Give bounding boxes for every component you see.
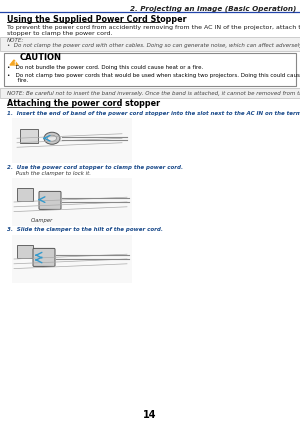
FancyBboxPatch shape [0, 88, 300, 98]
Text: 1.  Insert the end of band of the power cord stopper into the slot next to the A: 1. Insert the end of band of the power c… [7, 110, 300, 115]
FancyBboxPatch shape [4, 53, 296, 86]
FancyBboxPatch shape [20, 129, 38, 143]
Text: •  Do not clamp the power cord with other cables. Doing so can generate noise, w: • Do not clamp the power cord with other… [7, 44, 300, 49]
FancyBboxPatch shape [12, 178, 132, 226]
FancyBboxPatch shape [39, 191, 61, 209]
Text: fire.: fire. [7, 79, 28, 83]
Text: To prevent the power cord from accidently removing from the AC IN of the project: To prevent the power cord from accidentl… [7, 25, 300, 30]
Polygon shape [10, 60, 18, 65]
Text: •   Do not bundle the power cord. Doing this could cause heat or a fire.: • Do not bundle the power cord. Doing th… [7, 64, 203, 69]
FancyBboxPatch shape [12, 235, 132, 283]
Text: Push the clamper to lock it.: Push the clamper to lock it. [7, 170, 91, 176]
Text: 14: 14 [143, 410, 157, 420]
FancyBboxPatch shape [0, 37, 300, 51]
Text: NOTE:: NOTE: [7, 38, 24, 42]
FancyBboxPatch shape [17, 244, 33, 258]
Text: 2.  Use the power cord stopper to clamp the power cord.: 2. Use the power cord stopper to clamp t… [7, 165, 183, 170]
FancyBboxPatch shape [12, 118, 132, 163]
FancyBboxPatch shape [0, 0, 300, 12]
Text: stopper to clamp the power cord.: stopper to clamp the power cord. [7, 30, 112, 36]
Text: CAUTION: CAUTION [20, 53, 62, 63]
FancyBboxPatch shape [33, 248, 55, 266]
Text: Using the Supplied Power Cord Stopper: Using the Supplied Power Cord Stopper [7, 14, 187, 24]
Text: 2. Projecting an Image (Basic Operation): 2. Projecting an Image (Basic Operation) [130, 5, 296, 12]
FancyBboxPatch shape [17, 187, 33, 201]
Text: 3.  Slide the clamper to the hilt of the power cord.: 3. Slide the clamper to the hilt of the … [7, 228, 163, 233]
Text: •   Do not clamp two power cords that would be used when stacking two projectors: • Do not clamp two power cords that woul… [7, 72, 300, 77]
Text: NOTE: Be careful not to insert the band inversely. Once the band is attached, it: NOTE: Be careful not to insert the band … [7, 91, 300, 96]
Ellipse shape [47, 135, 56, 141]
Ellipse shape [44, 132, 60, 144]
Text: !: ! [13, 60, 15, 66]
Text: Attaching the power cord stopper: Attaching the power cord stopper [7, 99, 160, 109]
Text: Clamper: Clamper [31, 218, 53, 223]
